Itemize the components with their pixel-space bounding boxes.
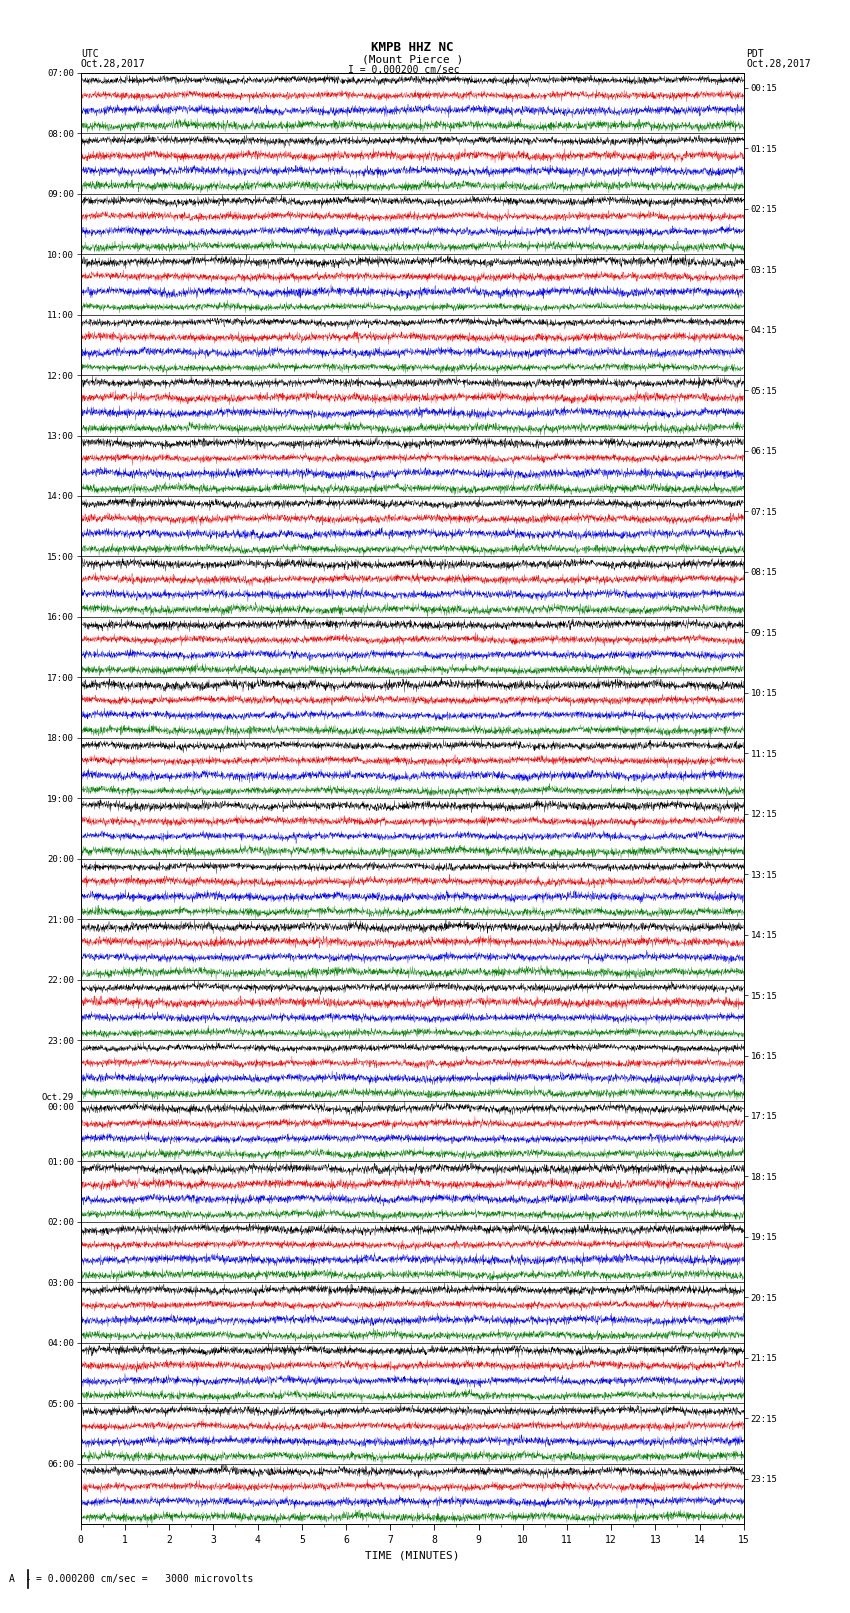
Text: = 0.000200 cm/sec =   3000 microvolts: = 0.000200 cm/sec = 3000 microvolts (36, 1574, 253, 1584)
Text: (Mount Pierce ): (Mount Pierce ) (361, 55, 463, 65)
Text: Oct.28,2017: Oct.28,2017 (746, 58, 811, 69)
Text: KMPB HHZ NC: KMPB HHZ NC (371, 40, 454, 53)
Text: I = 0.000200 cm/sec: I = 0.000200 cm/sec (348, 65, 460, 76)
Text: PDT: PDT (746, 48, 764, 58)
Text: A: A (8, 1574, 14, 1584)
Text: UTC: UTC (81, 48, 99, 58)
X-axis label: TIME (MINUTES): TIME (MINUTES) (365, 1550, 460, 1560)
Text: Oct.28,2017: Oct.28,2017 (81, 58, 145, 69)
